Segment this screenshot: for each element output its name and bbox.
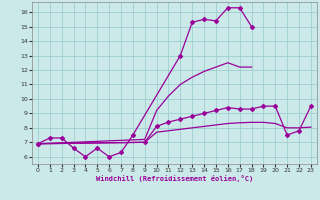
X-axis label: Windchill (Refroidissement éolien,°C): Windchill (Refroidissement éolien,°C) bbox=[96, 175, 253, 182]
